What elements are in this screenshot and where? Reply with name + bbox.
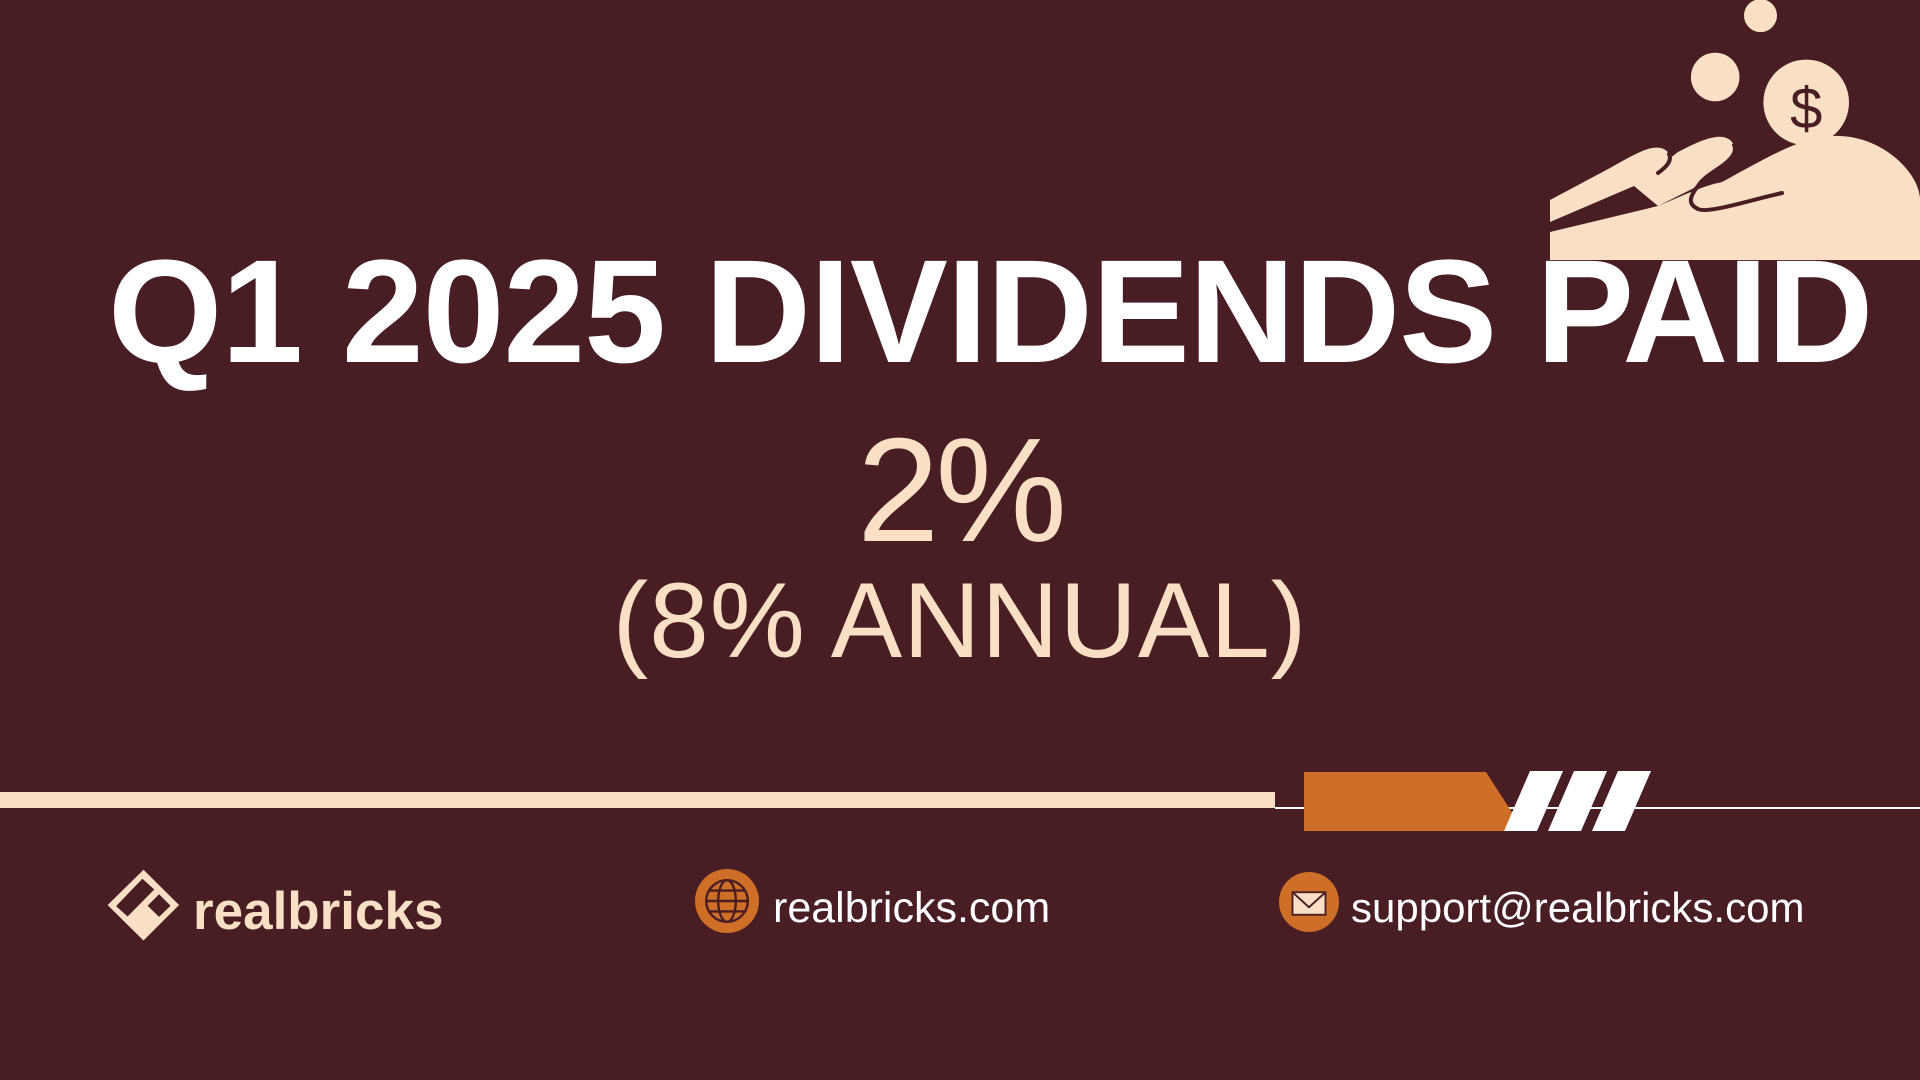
- svg-text:$: $: [1790, 76, 1822, 141]
